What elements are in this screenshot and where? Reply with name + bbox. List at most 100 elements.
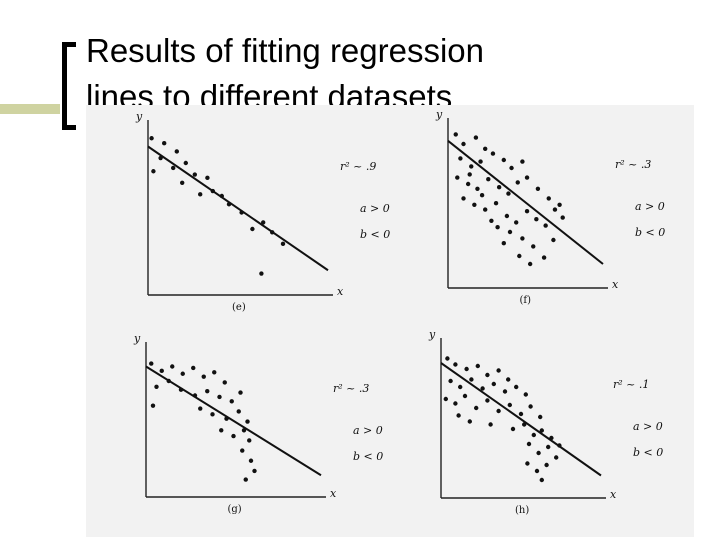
panel-h-regression-line bbox=[440, 362, 602, 477]
panel-f-data-point bbox=[467, 172, 472, 177]
panel-h-data-point bbox=[539, 477, 544, 483]
panel-f-data-point bbox=[501, 241, 506, 246]
panel-h-r2-label: r² ~ .1 bbox=[613, 378, 649, 391]
panel-e-data-point bbox=[280, 241, 286, 247]
panel-h-data-point bbox=[488, 422, 493, 427]
panel-f-data-point bbox=[527, 261, 533, 267]
panel-g-data-point bbox=[252, 468, 257, 474]
panel-f-data-point bbox=[557, 202, 562, 207]
panel-h-data-point bbox=[469, 377, 474, 382]
panel-h-data-point bbox=[480, 386, 485, 391]
panel-h-data-point bbox=[506, 377, 511, 382]
panel-g-data-point bbox=[178, 387, 184, 392]
panel-f-data-point bbox=[504, 213, 510, 219]
panel-h-data-point bbox=[525, 461, 530, 466]
panel-e-caption: (e) bbox=[232, 302, 246, 313]
panel-f-data-point bbox=[546, 196, 551, 201]
panel-g-data-point bbox=[248, 458, 254, 463]
panel-f-data-point bbox=[543, 223, 548, 228]
panel-g-data-point bbox=[191, 365, 196, 371]
panel-h-data-point bbox=[475, 363, 480, 369]
panel-f-data-point bbox=[478, 159, 483, 164]
panel-g-data-point bbox=[212, 370, 217, 375]
panel-g-data-point bbox=[224, 416, 229, 421]
panel-f-data-point bbox=[489, 218, 494, 223]
panel-g-data-point bbox=[205, 388, 210, 394]
panel-e-data-point bbox=[151, 169, 156, 174]
panel-g-data-point bbox=[154, 384, 159, 389]
panel-f-data-point bbox=[483, 207, 488, 212]
panel-g-data-point bbox=[159, 368, 164, 374]
panel-h-data-point bbox=[453, 362, 458, 367]
panel-h-data-point bbox=[464, 366, 469, 372]
panel-f-data-point bbox=[520, 236, 525, 241]
panel-h-data-point bbox=[523, 392, 528, 397]
panel-f-caption: (f) bbox=[520, 295, 532, 306]
panel-h-data-point bbox=[534, 468, 540, 474]
panel-f-data-point bbox=[541, 255, 547, 260]
panel-g-data-point bbox=[150, 403, 156, 408]
panel-f-data-point bbox=[515, 180, 520, 185]
panel-g-data-point bbox=[231, 433, 236, 439]
accent-bar bbox=[0, 104, 60, 114]
panel-f-data-point bbox=[455, 175, 460, 180]
panel-h-data-point bbox=[546, 444, 551, 450]
panel-h-data-point bbox=[496, 368, 501, 373]
panel-h-data-point bbox=[485, 398, 490, 403]
panel-h-data-point bbox=[554, 455, 559, 460]
panel-h-a-label: a > 0 bbox=[633, 420, 663, 433]
panel-g-data-point bbox=[217, 394, 222, 400]
panel-f-regression-line bbox=[447, 140, 604, 265]
panel-g-data-point bbox=[210, 412, 215, 417]
title-bracket bbox=[62, 42, 76, 130]
panel-f-data-point bbox=[517, 253, 522, 259]
panel-f-b-label: b < 0 bbox=[635, 226, 665, 239]
panel-h-data-point bbox=[549, 435, 554, 441]
panel-g-data-point bbox=[243, 477, 248, 482]
panel-e-data-point bbox=[226, 202, 232, 207]
panel-g-data-point bbox=[180, 371, 185, 376]
panel-h-data-point bbox=[496, 408, 501, 414]
panel-f-data-point bbox=[469, 164, 474, 169]
panel-g-data-point bbox=[247, 438, 252, 443]
panel-e-data-point bbox=[239, 210, 244, 215]
panel-g-data-point bbox=[245, 419, 250, 424]
panel-e-data-point bbox=[270, 230, 275, 235]
panel-h-data-point bbox=[507, 402, 512, 408]
regression-figure: y x r² ~ .9 a > 0 b < 0 (e) y x r² ~ .3 a > 0 b < … bbox=[133, 108, 665, 516]
panel-g-data-point bbox=[238, 390, 243, 395]
panel-g-data-point bbox=[240, 448, 245, 453]
panel-h-data-point bbox=[462, 393, 468, 399]
panel-h-data-point bbox=[536, 450, 541, 456]
panel-e-data-point bbox=[162, 141, 167, 146]
panel-e-data-point bbox=[205, 175, 210, 181]
panel-f-data-point bbox=[458, 156, 463, 161]
panel-e-data-point bbox=[210, 188, 215, 194]
panel-g-data-point bbox=[198, 406, 203, 411]
panel-e-regression-line bbox=[147, 145, 329, 272]
panel-e-data-point bbox=[183, 160, 188, 166]
panel-e-data-point bbox=[198, 192, 203, 197]
panel-f-data-point bbox=[520, 159, 525, 164]
panel-f-data-point bbox=[461, 196, 466, 201]
panel-f-data-point bbox=[524, 175, 530, 180]
panel-f-data-point bbox=[506, 191, 511, 196]
panel-h-data-point bbox=[448, 378, 453, 384]
slide-title-line-1: Results of fitting regression bbox=[86, 32, 485, 69]
panel-f-r2-label: r² ~ .3 bbox=[615, 158, 651, 171]
panel-g-data-point bbox=[241, 428, 247, 433]
panel-g-y-axis-label: y bbox=[133, 332, 141, 345]
panel-f-data-point bbox=[531, 244, 536, 249]
panel-h-data-point bbox=[467, 419, 472, 424]
panel-e-data-point bbox=[261, 220, 266, 225]
panel-e-y-axis-label: y bbox=[135, 110, 143, 123]
panel-g-r2-label: r² ~ .3 bbox=[333, 382, 369, 395]
panel-f-data-point bbox=[507, 229, 513, 235]
panel-h-data-point bbox=[526, 441, 532, 447]
panel-f-data-point bbox=[551, 237, 556, 243]
panel-g-caption: (g) bbox=[228, 504, 242, 515]
panel-f-data-point bbox=[472, 202, 477, 207]
slide-title: Results of fitting regression lines to d… bbox=[86, 28, 484, 120]
panel-g-data-point bbox=[219, 428, 224, 433]
panel-h-data-point bbox=[443, 396, 448, 402]
